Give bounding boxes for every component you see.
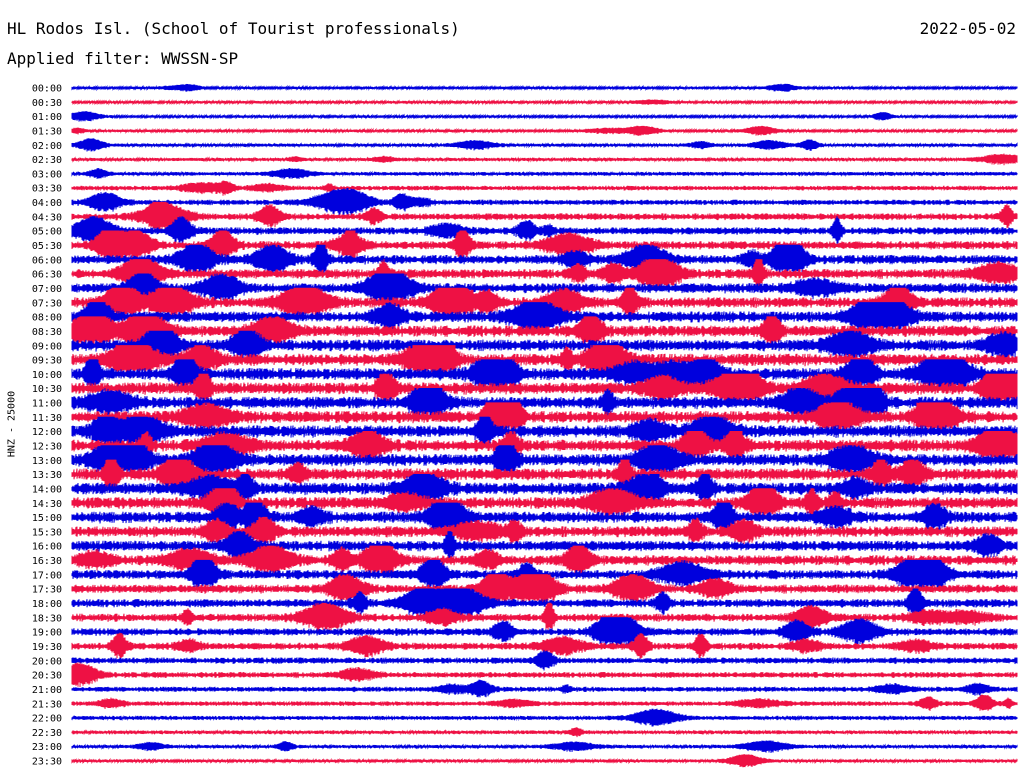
seismic-traces — [71, 83, 1018, 768]
tick-label-2300: 23:00 — [32, 742, 62, 753]
tick-label-2000: 20:00 — [32, 656, 62, 667]
tick-label-1400: 14:00 — [32, 484, 62, 495]
tick-label-0600: 06:00 — [32, 255, 62, 266]
tick-label-2030: 20:30 — [32, 671, 62, 682]
trace-2130 — [71, 694, 1018, 711]
trace-0800 — [71, 302, 1018, 333]
trace-0400 — [71, 187, 1018, 217]
tick-label-1330: 13:30 — [32, 470, 62, 481]
trace-2200 — [71, 708, 1018, 727]
trace-0330 — [71, 180, 1018, 196]
trace-1700 — [71, 559, 1018, 590]
tick-label-1830: 18:30 — [32, 613, 62, 624]
trace-1830 — [71, 602, 1018, 633]
trace-1730 — [71, 574, 1018, 605]
trace-2230 — [71, 727, 1018, 738]
tick-label-0200: 02:00 — [32, 141, 62, 152]
tick-label-0300: 03:00 — [32, 169, 62, 180]
tick-label-0500: 05:00 — [32, 227, 62, 238]
station-title: HL Rodos Isl. (School of Tourist profess… — [7, 19, 460, 38]
tick-label-1800: 18:00 — [32, 599, 62, 610]
tick-label-0800: 08:00 — [32, 313, 62, 324]
trace-1630 — [71, 545, 1018, 576]
tick-label-1100: 11:00 — [32, 399, 62, 410]
tick-label-1900: 19:00 — [32, 628, 62, 639]
tick-label-1030: 10:30 — [32, 384, 62, 395]
tick-label-1630: 16:30 — [32, 556, 62, 567]
trace-0130 — [71, 125, 1018, 136]
trace-1800 — [71, 588, 1018, 619]
trace-0630 — [71, 259, 1018, 290]
tick-label-1230: 12:30 — [32, 442, 62, 453]
tick-label-1000: 10:00 — [32, 370, 62, 381]
trace-2030 — [71, 662, 1018, 688]
trace-0700 — [71, 273, 1018, 304]
trace-0900 — [71, 330, 1018, 361]
trace-1600 — [71, 531, 1018, 561]
tick-label-0230: 02:30 — [32, 155, 62, 166]
tick-label-1430: 14:30 — [32, 499, 62, 510]
tick-label-0430: 04:30 — [32, 212, 62, 223]
trace-1900 — [71, 617, 1018, 648]
trace-1000 — [71, 359, 1018, 390]
tick-label-1700: 17:00 — [32, 570, 62, 581]
tick-label-1500: 15:00 — [32, 513, 62, 524]
tick-label-1600: 16:00 — [32, 542, 62, 553]
tick-label-0400: 04:00 — [32, 198, 62, 209]
tick-label-0130: 01:30 — [32, 126, 62, 137]
tick-label-1930: 19:30 — [32, 642, 62, 653]
tick-label-0530: 05:30 — [32, 241, 62, 252]
trace-2000 — [71, 649, 1018, 671]
tick-label-0330: 03:30 — [32, 184, 62, 195]
tick-label-0730: 07:30 — [32, 298, 62, 309]
trace-1300 — [71, 445, 1018, 476]
tick-label-0700: 07:00 — [32, 284, 62, 295]
tick-label-2100: 21:00 — [32, 685, 62, 696]
trace-2300 — [71, 740, 1018, 754]
tick-label-0030: 00:30 — [32, 98, 62, 109]
trace-0830 — [71, 316, 1018, 347]
trace-0930 — [71, 345, 1018, 376]
tick-label-2130: 21:30 — [32, 699, 62, 710]
tick-label-2330: 23:30 — [32, 757, 62, 768]
tick-label-1200: 12:00 — [32, 427, 62, 438]
trace-1130 — [71, 402, 1018, 433]
trace-0430 — [71, 201, 1018, 232]
tick-label-1530: 15:30 — [32, 527, 62, 538]
trace-2330 — [71, 754, 1018, 768]
tick-label-0830: 08:30 — [32, 327, 62, 338]
tick-label-2230: 22:30 — [32, 728, 62, 739]
tick-label-2200: 22:00 — [32, 714, 62, 725]
trace-1200 — [71, 416, 1018, 447]
date-label: 2022-05-02 — [919, 19, 1016, 38]
tick-label-0930: 09:30 — [32, 356, 62, 367]
time-tick-labels: 00:00 00:30 01:00 01:30 02:00 02:30 03:00 03:30… — [32, 84, 62, 768]
trace-2100 — [71, 679, 1018, 698]
trace-1330 — [71, 459, 1018, 490]
trace-1100 — [71, 387, 1018, 419]
trace-0030 — [71, 98, 1018, 106]
tick-label-0900: 09:00 — [32, 341, 62, 352]
trace-1030 — [71, 373, 1018, 404]
tick-label-1730: 17:30 — [32, 585, 62, 596]
trace-0000 — [71, 83, 1018, 92]
trace-1930 — [71, 632, 1018, 660]
trace-0200 — [71, 138, 1018, 152]
tick-label-0100: 01:00 — [32, 112, 62, 123]
trace-0530 — [71, 230, 1018, 261]
tick-label-1300: 13:00 — [32, 456, 62, 467]
tick-label-1130: 11:30 — [32, 413, 62, 424]
trace-0600 — [71, 244, 1018, 275]
filter-label: Applied filter: WWSSN-SP — [7, 49, 239, 68]
trace-0100 — [71, 111, 1018, 122]
trace-0300 — [71, 167, 1018, 180]
tick-label-0000: 00:00 — [32, 84, 62, 95]
trace-0230 — [71, 153, 1018, 166]
tick-label-0630: 06:30 — [32, 270, 62, 281]
